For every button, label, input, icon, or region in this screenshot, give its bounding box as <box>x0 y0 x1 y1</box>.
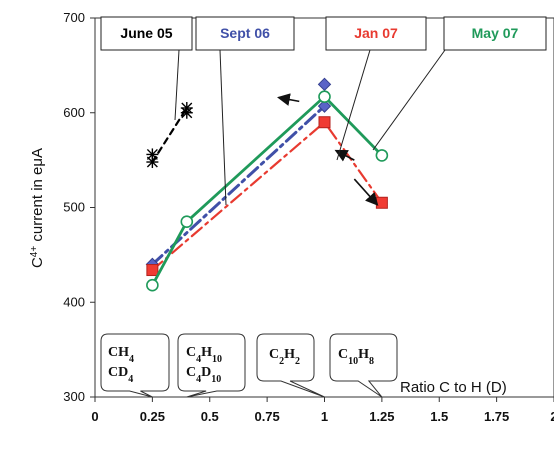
y-axis-title-superscript: 4+ <box>29 246 40 258</box>
series-point-may-07 <box>318 90 331 103</box>
gas-callout-box <box>256 333 325 398</box>
legend-callout-0: June 05 <box>100 16 193 121</box>
y-axis-tick-label: 400 <box>63 294 85 309</box>
gas-formula-ch4: CH4 <box>108 345 134 365</box>
x-axis-tick-label: 0.25 <box>140 409 165 424</box>
y-axis-title-main: C <box>29 257 46 268</box>
legend-callout-1: Sept 06 <box>195 16 295 206</box>
series-point-may-07 <box>146 278 159 292</box>
legend-leader-line <box>372 49 446 151</box>
x-axis-tick-label: 1.75 <box>484 409 509 424</box>
x-axis-tick-label: 1 <box>321 409 328 424</box>
gas-formula-cd4: CD4 <box>108 365 133 385</box>
series-line-sept-06 <box>150 104 326 266</box>
series-line-june-05 <box>151 106 188 164</box>
gas-formula-c4d10-base-a: C <box>186 365 196 380</box>
gas-formula-c4d10-subscript-b: 10 <box>211 374 221 385</box>
gas-formula-c4h10: C4H10 <box>186 345 222 365</box>
gas-formula-c10h8-base-b: H <box>358 347 369 362</box>
direction-arrow-lower-right <box>353 178 379 206</box>
series-point-may-07 <box>180 215 194 229</box>
gas-callout-2: C2H2 <box>256 333 325 398</box>
series-point-jan-07 <box>318 116 331 129</box>
series-extra-point-june-05 <box>180 106 193 119</box>
legend-box <box>195 16 295 51</box>
gas-formula-c4h10-subscript-b: 10 <box>212 354 222 365</box>
legend-label: Sept 06 <box>220 25 270 41</box>
y-axis-tick-label: 600 <box>63 105 85 120</box>
legend-callout-3: May 07 <box>372 16 547 151</box>
label-layer: 300 400 500 600 700 0 0.25 0.5 0.75 1 1.25 1.5 1.75 2… <box>29 10 554 424</box>
legend-leader-line <box>336 49 371 161</box>
gas-formula-cd4-base-a: CD <box>108 365 128 380</box>
axis-layer <box>90 17 554 402</box>
gas-formula-c10h8-subscript-a: 10 <box>348 356 358 367</box>
x-axis-tick-label: 0.75 <box>254 409 279 424</box>
legend-callout-2: Jan 07 <box>325 16 427 161</box>
gas-formula-cd4-subscript-a: 4 <box>128 374 133 385</box>
x-axis-tick-label: 2 <box>550 409 554 424</box>
x-axis-tick-label: 1.25 <box>369 409 394 424</box>
series-point-jan-07 <box>375 196 388 209</box>
series-line-may-07 <box>151 95 384 287</box>
legend-leader-line <box>219 49 227 206</box>
x-axis-title: Ratio C to H (D) <box>400 379 507 396</box>
y-axis-tick-label: 700 <box>63 10 85 25</box>
gas-formula-c10h8: C10H8 <box>338 347 374 367</box>
x-axis-tick-label: 0 <box>91 409 98 424</box>
legend-label: May 07 <box>472 25 519 41</box>
series-extra-point-june-05 <box>146 148 159 161</box>
gas-formula-c4h10-subscript-a: 4 <box>196 354 201 365</box>
gas-formula-c2h2-subscript-a: 2 <box>279 356 284 367</box>
legend-label: Jan 07 <box>354 25 398 41</box>
gas-callout-box <box>177 333 246 398</box>
series-extra-point-sept-06 <box>317 77 332 92</box>
gas-formula-c10h8-base-a: C <box>338 347 348 362</box>
y-axis-title: C4+ current in eμA <box>29 148 47 268</box>
legend-leader-line <box>174 49 180 121</box>
gas-callout-3: C10H8 <box>329 333 398 398</box>
gas-formula-c2h2-subscript-b: 2 <box>295 356 300 367</box>
gas-formula-ch4-subscript-a: 4 <box>129 354 134 365</box>
legend-label: June 05 <box>120 25 172 41</box>
gas-callout-box <box>100 333 170 398</box>
gas-formula-c2h2-base-b: H <box>284 347 295 362</box>
gas-formula-c2h2: C2H2 <box>269 347 300 367</box>
gas-formula-c4d10-subscript-a: 4 <box>196 374 201 385</box>
y-axis-tick-label: 300 <box>63 389 85 404</box>
legend-box <box>325 16 427 51</box>
series-extra-point-june-05-stroke-3 <box>181 107 193 119</box>
callout-layer: June 05 Sept 06 Jan 07 May 07CH4CD4C4H10C4D… <box>100 16 547 398</box>
gas-formula-ch4-base-a: CH <box>108 345 129 360</box>
gas-formula-c2h2-base-a: C <box>269 347 279 362</box>
gas-formula-c4d10: C4D10 <box>186 365 221 385</box>
series-point-sept-06 <box>317 99 332 113</box>
direction-arrow-left <box>277 93 300 106</box>
gas-callout-box <box>329 333 398 398</box>
series-extra-point-june-05-stroke-3 <box>146 148 158 160</box>
x-axis-tick-label: 1.5 <box>430 409 448 424</box>
y-axis-tick-label: 500 <box>63 200 85 215</box>
gas-formula-c4d10-base-b: D <box>201 365 211 380</box>
gas-formula-c10h8-subscript-b: 8 <box>369 356 374 367</box>
series-layer <box>145 77 389 292</box>
legend-box <box>443 16 547 51</box>
series-point-jan-07 <box>146 264 159 277</box>
x-axis-tick-label: 0.5 <box>201 409 219 424</box>
y-axis-title-unit: current in eμA <box>29 148 46 246</box>
legend-box <box>100 16 193 51</box>
gas-formula-c4h10-base-a: C <box>186 345 196 360</box>
series-point-may-07 <box>375 149 389 162</box>
gas-formula-c4h10-base-b: H <box>201 345 212 360</box>
